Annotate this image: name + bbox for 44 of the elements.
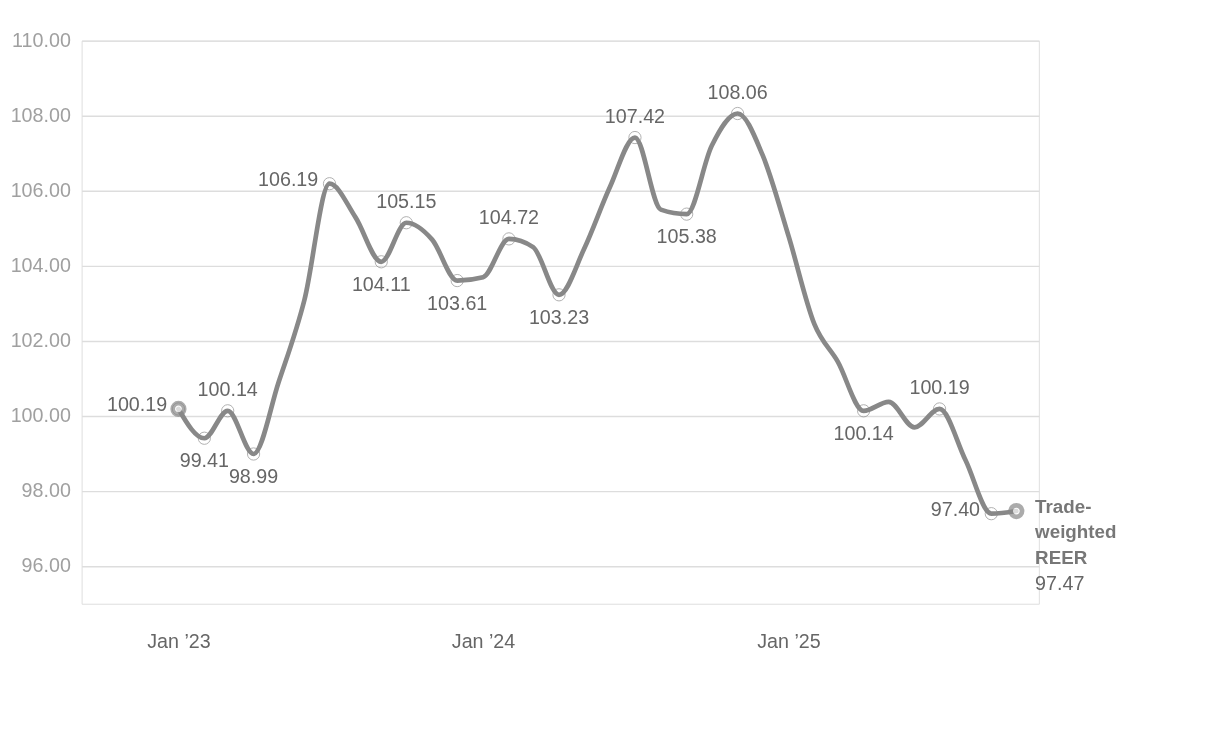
point — [197, 431, 211, 445]
y-tick-label: 106.00 — [10, 178, 71, 201]
data-label: 107.42 — [604, 104, 666, 127]
y-tick-label: 110.00 — [12, 28, 71, 51]
y-tick-label: 98.00 — [21, 479, 71, 502]
point — [984, 507, 998, 521]
point — [246, 447, 261, 461]
data-label: 105.15 — [376, 189, 437, 212]
point — [932, 402, 947, 416]
point — [502, 232, 516, 246]
data-label: 103.23 — [528, 305, 590, 328]
data-label: 100.19 — [909, 375, 970, 398]
point — [399, 216, 413, 230]
y-tick-label: 104.00 — [10, 254, 71, 277]
data-label: 97.47 — [1035, 571, 1085, 594]
data-label: 97.40 — [930, 497, 981, 520]
y-tick-label: 102.00 — [10, 329, 71, 352]
x-tick-label: Jan ’24 — [451, 630, 516, 653]
point — [731, 106, 745, 121]
x-tick-label: Jan ’23 — [147, 630, 211, 653]
data-label: 99.41 — [179, 449, 229, 472]
data-label: 104.72 — [478, 205, 540, 228]
data-label: 104.11 — [351, 272, 411, 295]
point — [221, 404, 235, 418]
point — [322, 177, 337, 191]
point — [857, 404, 871, 418]
data-label: 103.61 — [427, 291, 488, 314]
data-label: 105.38 — [656, 225, 717, 248]
point — [680, 207, 694, 221]
data-label: 100.14 — [197, 377, 258, 400]
data-label: 98.99 — [228, 465, 279, 488]
data-label: 100.19 — [106, 392, 168, 415]
point — [450, 273, 464, 288]
data-label: 108.06 — [707, 80, 768, 103]
data-label: 106.19 — [258, 167, 319, 190]
point — [374, 255, 388, 269]
y-tick-label: 100.00 — [10, 404, 71, 427]
point — [628, 130, 642, 145]
point — [552, 288, 566, 302]
series-label: Trade-weighted REER — [1034, 495, 1117, 568]
x-tick-label: Jan ’25 — [757, 630, 821, 653]
y-tick-label: 96.00 — [21, 554, 71, 577]
data-label: 100.14 — [833, 421, 894, 444]
y-tick-label: 108.00 — [10, 103, 71, 126]
